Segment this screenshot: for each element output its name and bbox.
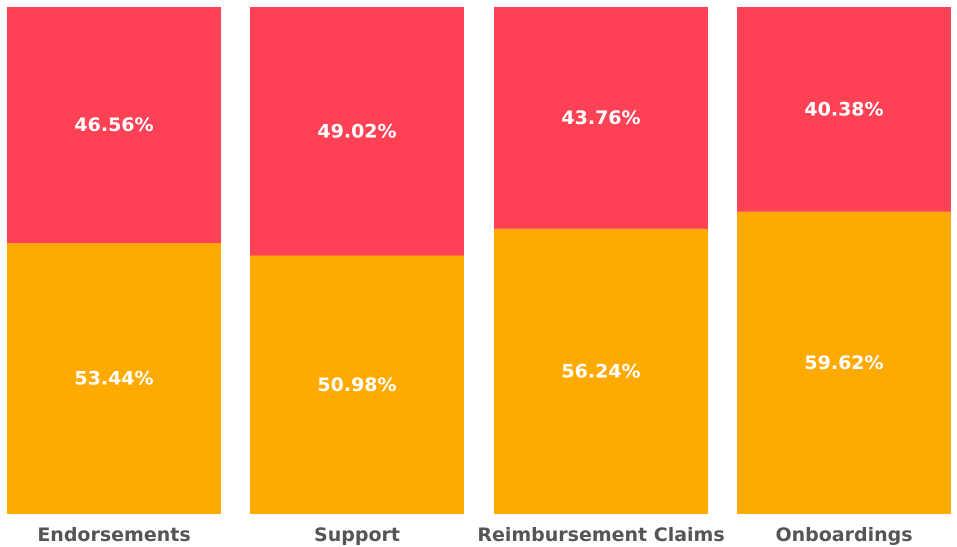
bar-segment-upper-3 xyxy=(737,7,951,212)
data-label-upper-3: 40.38% xyxy=(804,98,883,120)
bars-layer xyxy=(7,7,951,514)
bar-segment-upper-0 xyxy=(7,7,221,244)
data-label-upper-2: 43.76% xyxy=(561,107,640,129)
bar-segment-lower-3 xyxy=(737,211,951,514)
category-label-0: Endorsements xyxy=(37,524,190,546)
category-labels-layer: Endorsements Support Reimbursement Claims O… xyxy=(37,524,912,546)
bar-segment-lower-2 xyxy=(494,228,708,514)
bar-segment-upper-1 xyxy=(250,7,464,256)
data-label-upper-1: 49.02% xyxy=(317,120,396,142)
data-label-upper-0: 46.56% xyxy=(74,114,153,136)
category-label-3: Onboardings xyxy=(775,524,912,546)
category-label-1: Support xyxy=(314,524,400,546)
data-label-lower-1: 50.98% xyxy=(317,374,396,396)
category-label-2: Reimbursement Claims xyxy=(477,524,724,546)
data-label-lower-3: 59.62% xyxy=(804,352,883,374)
segment-labels-layer: 53.44% 46.56% 50.98% 49.02% 56.24% 43.76% 59.6… xyxy=(74,98,883,395)
data-label-lower-0: 53.44% xyxy=(74,368,153,390)
data-label-lower-2: 56.24% xyxy=(561,360,640,382)
bar-segment-lower-0 xyxy=(7,243,221,514)
bar-segment-lower-1 xyxy=(250,255,464,514)
bar-segment-upper-2 xyxy=(494,7,708,229)
